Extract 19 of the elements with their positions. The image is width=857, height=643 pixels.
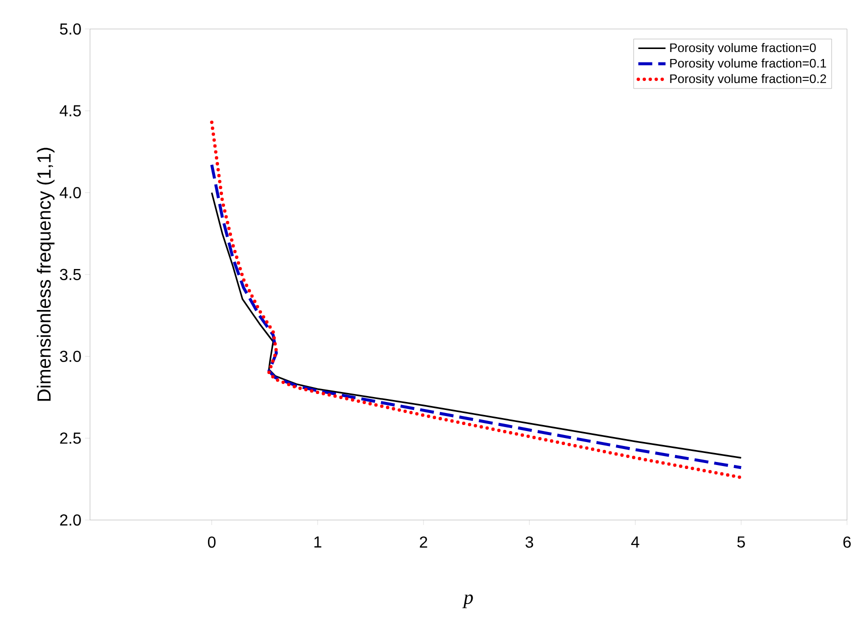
- x-tick-label: 2: [420, 536, 428, 548]
- legend-label: Porosity volume fraction=0: [670, 42, 816, 55]
- y-tick-label: 2.5: [60, 432, 81, 444]
- x-tick-label: 4: [631, 536, 640, 548]
- y-tick-label: 4.0: [60, 187, 81, 198]
- x-axis-title: p: [462, 594, 473, 608]
- legend-label: Porosity volume fraction=0.2: [670, 74, 826, 86]
- x-tick-label: 6: [843, 536, 851, 548]
- x-tick-label: 1: [314, 536, 322, 548]
- y-tick-label: 4.5: [60, 105, 81, 116]
- x-tick-label: 0: [208, 536, 216, 548]
- y-tick-label: 2.0: [60, 514, 81, 526]
- y-tick-label: 3.0: [60, 350, 81, 362]
- x-tick-label: 5: [737, 536, 745, 548]
- x-tick-label: 3: [526, 536, 534, 548]
- y-tick-label: 5.0: [60, 23, 81, 35]
- y-tick-label: 3.5: [60, 268, 81, 280]
- y-axis-title: Dimensionless frequency (1,1): [36, 148, 54, 401]
- legend-label: Porosity volume fraction=0.1: [670, 58, 826, 70]
